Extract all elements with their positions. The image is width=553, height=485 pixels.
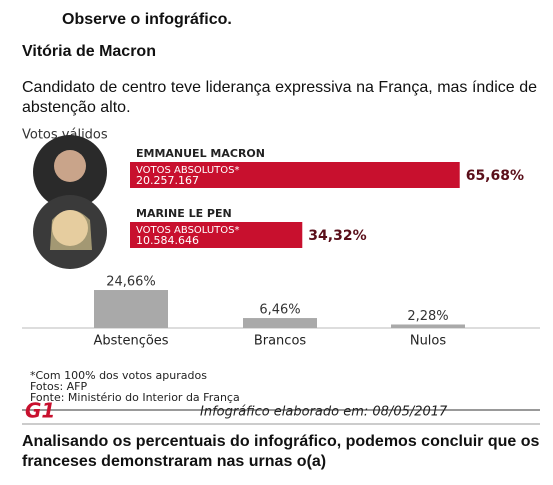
infographic: Votos válidos G1 Infográfico elaborado e… (22, 128, 540, 425)
value-label: 65,68% (466, 168, 524, 184)
note: Fonte: Ministério do Interior da França (30, 391, 240, 404)
category-label: Abstenções (93, 334, 168, 349)
note: *Com 100% dos votos apurados (30, 369, 207, 382)
value-label: 24,66% (106, 275, 156, 290)
bar (130, 162, 460, 188)
bar-label: VOTOS ABSOLUTOS* (136, 165, 240, 176)
value-label: 2,28% (407, 309, 448, 324)
value-label: 34,32% (308, 228, 366, 244)
category-label: Nulos (410, 334, 447, 349)
bar (130, 222, 303, 248)
absolute-votes: 10.584.646 (136, 234, 199, 247)
candidate-name: MARINE LE PEN (136, 207, 232, 220)
question: Analisando os percentuais do infográfico… (22, 433, 540, 470)
instruction: Observe o infográfico. (62, 11, 232, 28)
candidate-name: EMMANUEL MACRON (136, 147, 265, 160)
credit: Infográfico elaborado em: 08/05/2017 (200, 405, 448, 420)
logo: G1 (25, 399, 55, 423)
subtitle: Candidato de centro teve liderança expre… (22, 79, 537, 116)
note: Fotos: AFP (30, 380, 87, 393)
votes-title: Votos válidos (22, 128, 108, 143)
absolute-votes: 20.257.167 (136, 174, 199, 187)
bar (391, 324, 465, 328)
value-label: 6,46% (259, 303, 300, 318)
category-label: Brancos (254, 334, 307, 349)
bar (94, 290, 168, 328)
title: Vitória de Macron (22, 43, 156, 60)
bar (243, 318, 317, 328)
bar-label: VOTOS ABSOLUTOS* (136, 225, 240, 236)
photo-hair (50, 210, 92, 250)
photo-face (54, 150, 86, 182)
